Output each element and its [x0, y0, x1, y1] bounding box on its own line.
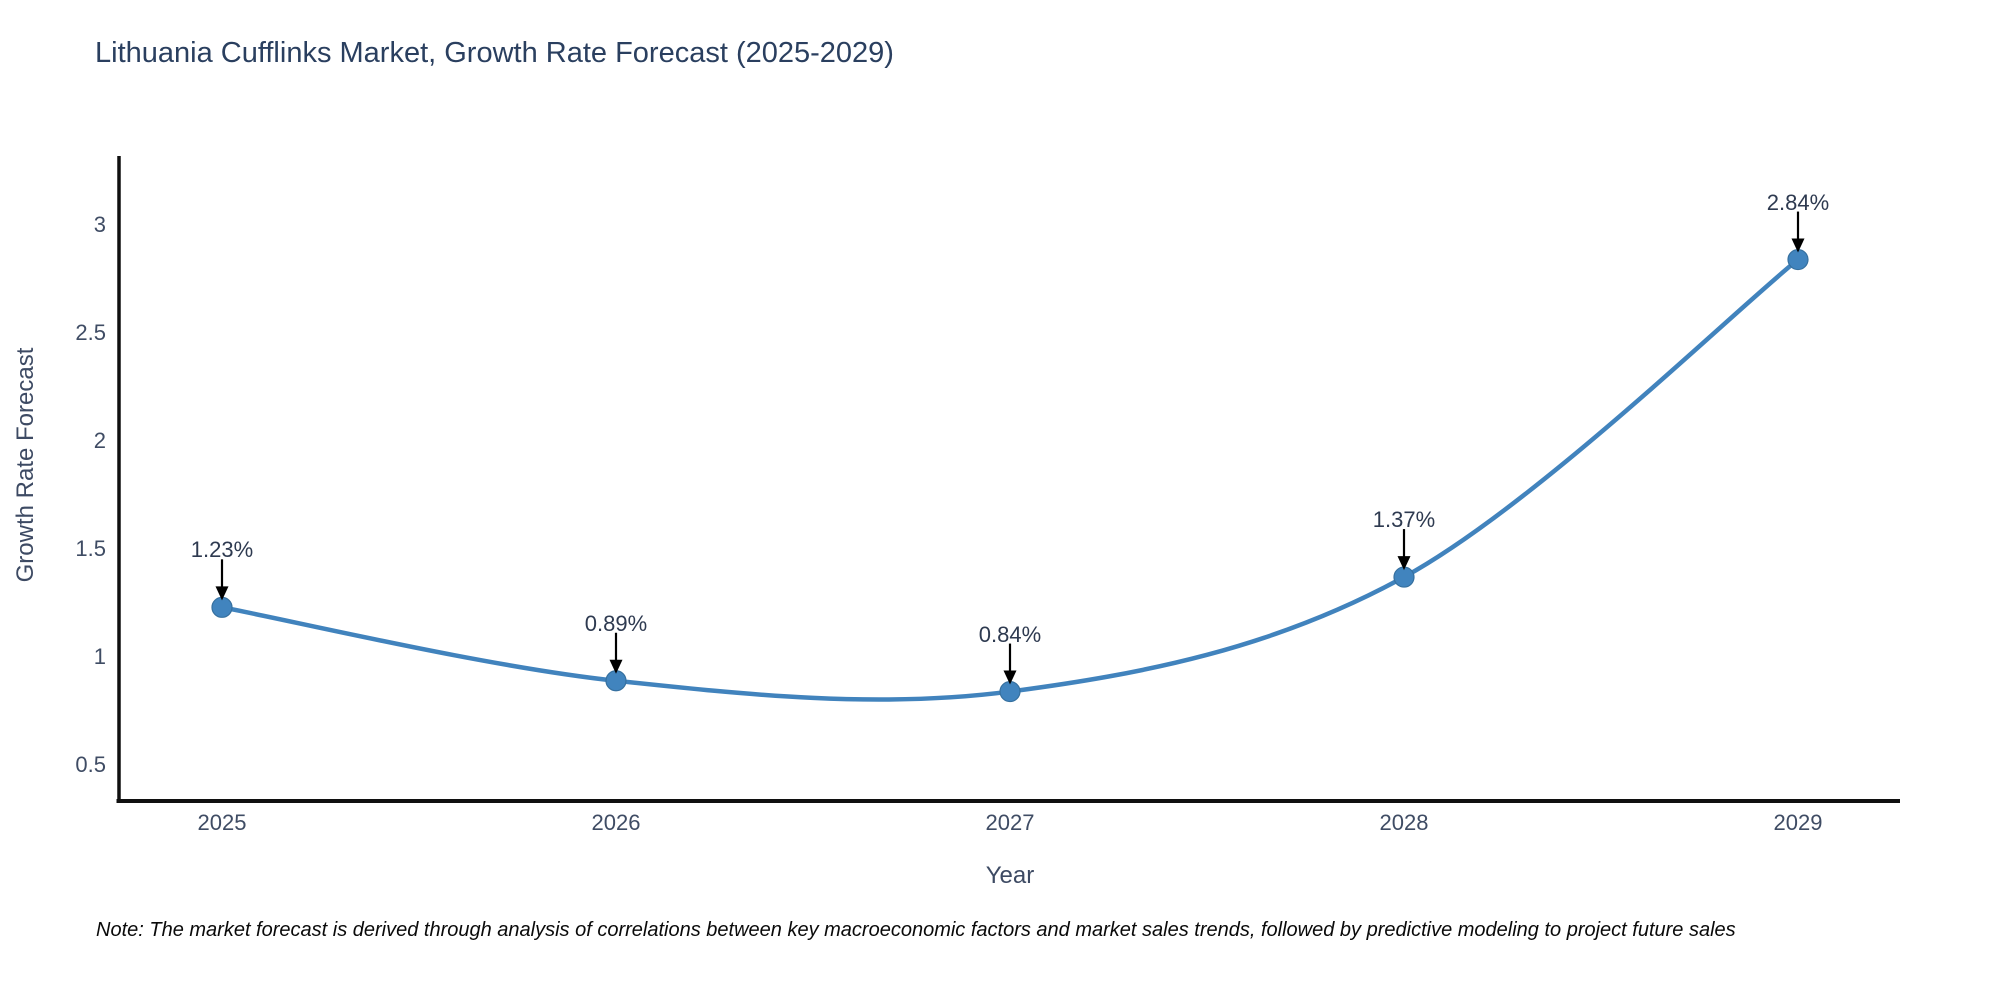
point-annotation-2028: 1.37% — [1372, 507, 1436, 533]
point-annotation-2026: 0.89% — [584, 610, 648, 636]
point-annotation-2027: 0.84% — [978, 621, 1042, 647]
x-axis-title: Year — [985, 862, 1035, 889]
y-axis-title: Growth Rate Forecast — [12, 347, 39, 583]
chart-note: Note: The market forecast is derived thr… — [96, 919, 1736, 941]
y-tick-label: 0.5 — [75, 752, 106, 777]
x-tick-label: 2027 — [985, 810, 1035, 835]
point-annotation-2025: 1.23% — [190, 537, 254, 563]
annotation-arrowhead-2026 — [609, 659, 623, 674]
y-tick-label: 2 — [93, 428, 106, 453]
annotation-arrowhead-2025 — [215, 586, 229, 601]
y-tick-label: 1 — [93, 644, 106, 669]
y-tick-label: 1.5 — [75, 536, 106, 561]
x-tick-label: 2026 — [591, 810, 641, 835]
x-tick-label: 2028 — [1379, 810, 1429, 835]
chart-title: Lithuania Cufflinks Market, Growth Rate … — [95, 37, 894, 69]
y-tick-label: 2.5 — [75, 320, 106, 345]
annotation-arrowhead-2029 — [1791, 238, 1805, 253]
point-annotation-2029: 2.84% — [1766, 189, 1830, 215]
y-tick-label: 3 — [93, 212, 106, 237]
annotation-arrowhead-2028 — [1397, 556, 1411, 571]
annotation-arrowhead-2027 — [1003, 670, 1017, 685]
x-tick-label: 2025 — [197, 810, 247, 835]
x-tick-label: 2029 — [1773, 810, 1823, 835]
